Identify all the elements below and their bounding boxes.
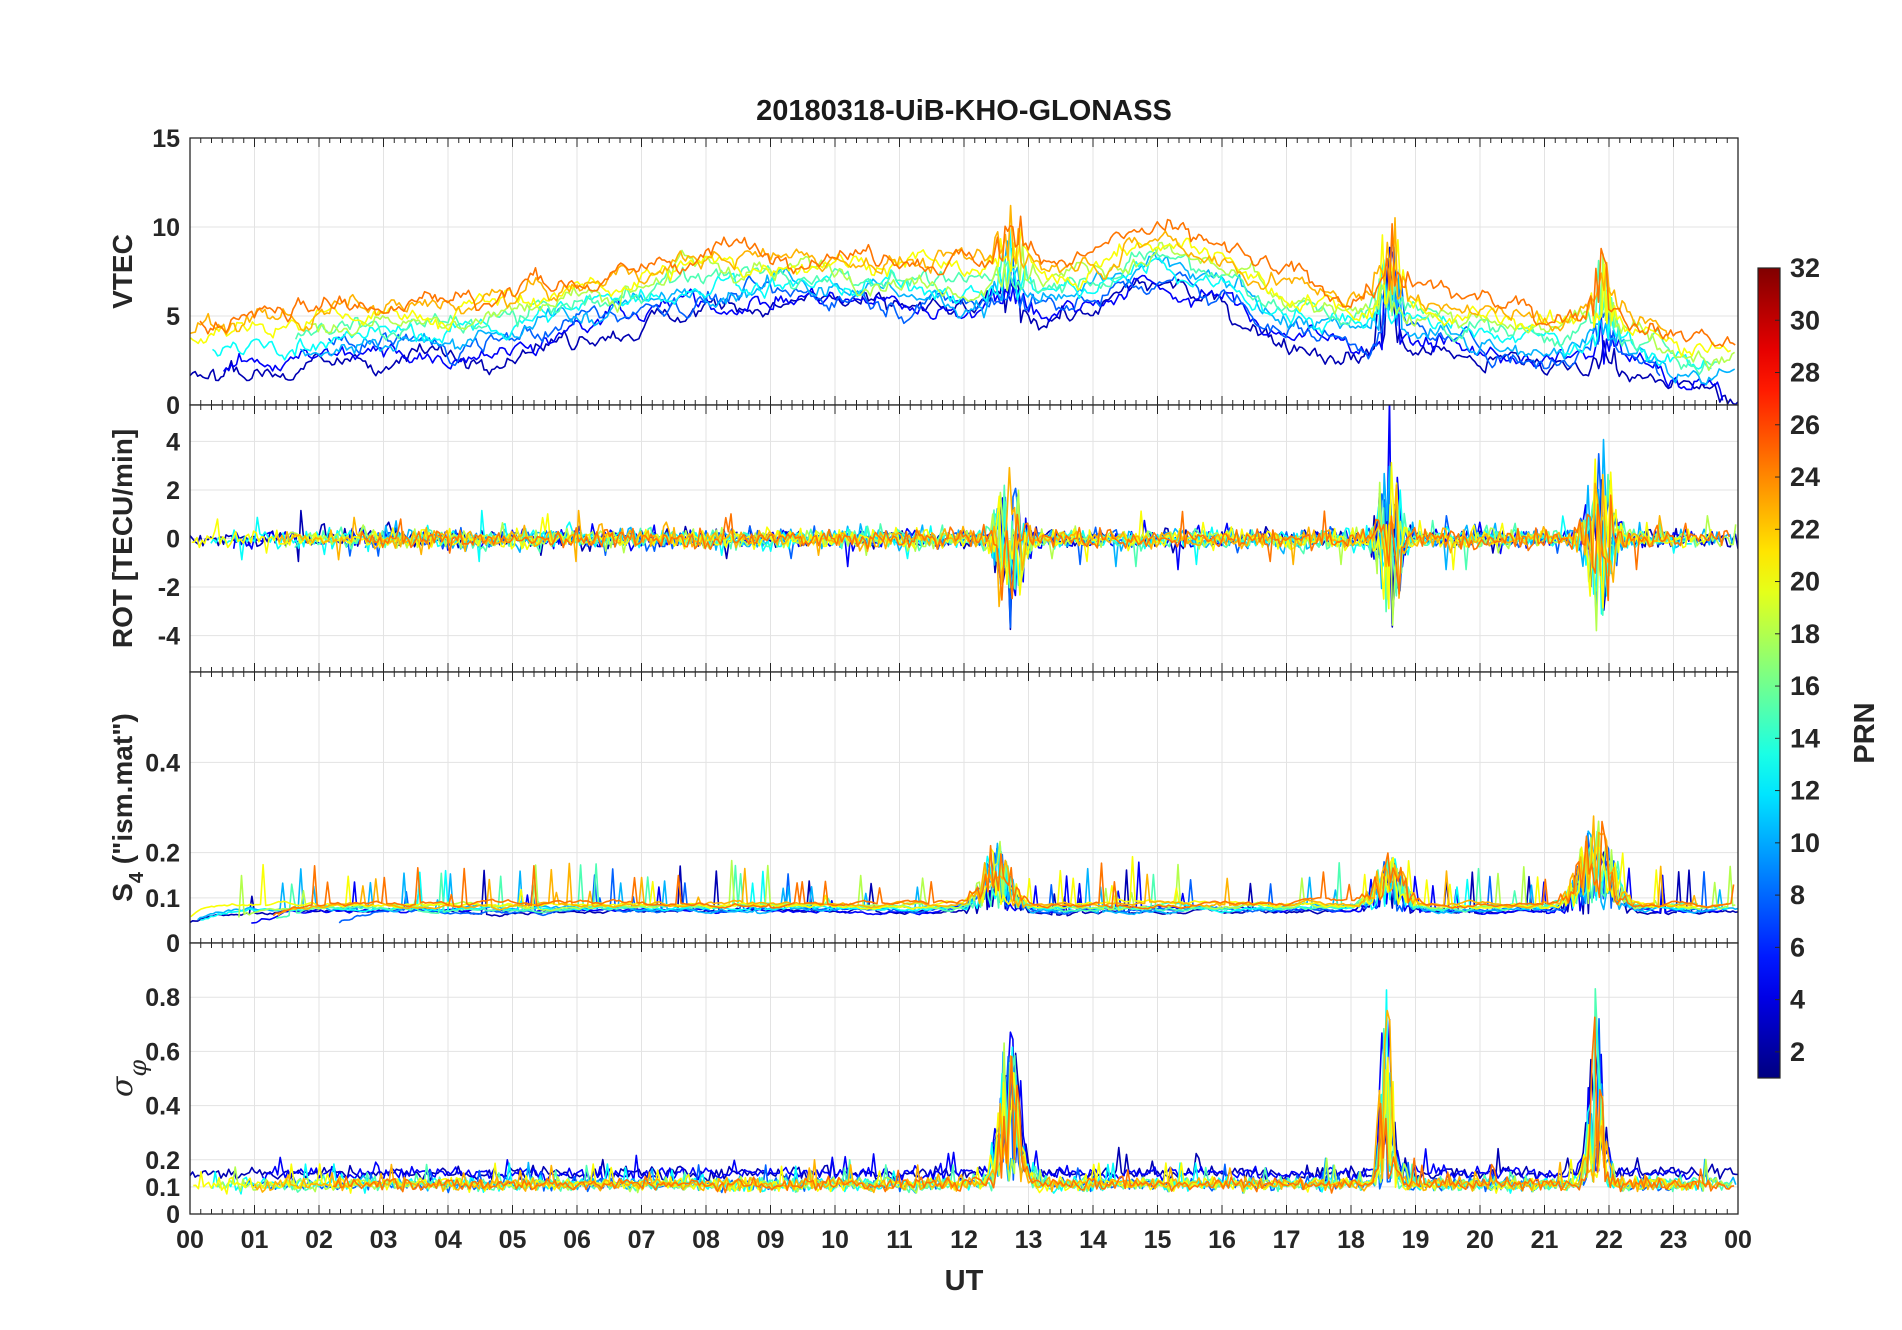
prn-trace-s4 [272,820,1735,917]
colorbar-tick-label: 18 [1790,619,1820,649]
y-tick-label-s4: 0 [166,930,180,958]
y-tick-label-rot: 4 [166,428,180,456]
x-tick-label: 14 [1079,1226,1107,1254]
y-axis-label-sigma: σφ [105,1060,152,1097]
colorbar-label: PRN [1849,702,1881,763]
x-axis-label: UT [945,1265,984,1297]
x-tick-label: 21 [1531,1226,1559,1254]
y-axis-label-rot: ROT [TECU/min] [107,429,138,648]
series-rot [190,405,1738,632]
colorbar-tick-label: 24 [1790,462,1820,492]
panel-sigma: 00.10.2 0.4 0.6 0.8 σφ [105,942,1739,1229]
colorbar-tick-label: 2 [1790,1037,1805,1067]
y-tick-label-s4: 0.1 [145,885,180,913]
panel-s4: 0 0.1 0.2 0.4S4 ("ism.mat") [107,671,1739,958]
y-tick-label-s4: 0.2 [145,840,180,868]
x-tick-label: 15 [1144,1226,1172,1254]
prn-trace-vtec [190,228,1732,358]
series-vtec [190,204,1738,405]
x-tick-label: 16 [1208,1226,1236,1254]
y-tick-label-rot: 0 [166,526,180,554]
x-tick-label: 05 [499,1226,527,1254]
x-tick-label: 11 [886,1226,913,1254]
x-tick-label: 00 [176,1226,204,1254]
y-tick-label-rot: -4 [158,623,180,651]
y-tick-label-sigma: 0.4 [145,1093,180,1121]
prn-trace-vtec [222,248,1724,401]
x-tick-label: 02 [305,1226,333,1254]
colorbar-tick-label: 20 [1790,567,1820,597]
y-axis-label-vtec: VTEC [107,234,138,309]
colorbar-tick-label: 28 [1790,358,1820,388]
x-tick-label: 19 [1402,1226,1430,1254]
panel-rot: -4 -2 0 2 4 ROT [TECU/min] [107,404,1739,673]
colorbar-tick-label: 32 [1790,253,1820,283]
x-tick-label: 06 [563,1226,591,1254]
x-tick-label: 20 [1466,1226,1494,1254]
colorbar-tick-label: 6 [1790,932,1805,962]
colorbar-tick-label: 12 [1790,776,1820,806]
x-tick-label: 23 [1660,1226,1688,1254]
y-tick-label-vtec: 0 [166,392,180,420]
y-tick-label-sigma: 0 [166,1201,180,1229]
prn-trace-vtec [199,215,1736,348]
x-tick-label: 09 [757,1226,785,1254]
prn-trace-vtec [190,204,1670,340]
y-tick-label-rot: 2 [166,477,180,505]
x-tick-label: 18 [1337,1226,1365,1254]
x-tick-label: 08 [692,1226,720,1254]
y-tick-label-vtec: 5 [166,303,180,331]
prn-trace-rot [358,494,1731,602]
y-tick-label-sigma: 0.1 [145,1174,180,1202]
y-tick-label-vtec: 10 [152,214,180,242]
colorbar-tick-label: 16 [1790,671,1820,701]
x-axis: 00 01 02 03 04 05 06 07 08 09 10 11 12 13 14 15 16 17 18 19… [176,1226,1752,1254]
prn-trace-sigma [333,1016,1735,1194]
colorbar-tick-label: 4 [1790,985,1805,1015]
y-tick-label-sigma: 0.2 [145,1147,180,1175]
chart-title: 20180318-UiB-KHO-GLONASS [756,95,1172,127]
y-tick-label-s4: 0.4 [145,749,180,777]
series-sigma [190,987,1738,1195]
x-tick-label: 17 [1273,1226,1301,1254]
colorbar-tick-label: 30 [1790,305,1820,335]
colorbar-tick-label: 26 [1790,410,1820,440]
prn-trace-sigma [253,1009,1726,1194]
x-tick-label: 04 [434,1226,462,1254]
x-tick-label: 01 [241,1226,269,1254]
y-axis-label-s4: S4 ("ism.mat") [107,713,148,902]
colorbar-tick-label: 10 [1790,828,1820,858]
panel-vtec: 0 5 10 15 VTEC [107,125,1739,420]
x-tick-label: 00 [1724,1226,1752,1254]
prn-trace-vtec [327,242,1661,377]
y-tick-label-sigma: 0.8 [145,984,180,1012]
x-tick-label: 22 [1595,1226,1623,1254]
x-tick-label: 07 [628,1226,656,1254]
x-tick-label: 12 [950,1226,978,1254]
y-tick-label-rot: -2 [158,574,180,602]
colorbar-tick-label: 8 [1790,880,1805,910]
y-tick-label-sigma: 0.6 [145,1038,180,1066]
prn-trace-vtec [299,240,1736,386]
prn-trace-vtec [294,247,1718,376]
series-s4 [190,815,1738,924]
colorbar-scale [1757,267,1781,1079]
prn-trace-s4 [277,815,1729,917]
colorbar-tick-label: 14 [1790,723,1820,753]
colorbar-tick-label: 22 [1790,514,1820,544]
prn-trace-sigma [190,1037,1738,1183]
y-tick-label-vtec: 15 [152,125,180,153]
prn-trace-vtec [190,246,1738,405]
x-tick-label: 10 [821,1226,849,1254]
x-tick-label: 03 [370,1226,398,1254]
x-tick-label: 13 [1015,1226,1043,1254]
